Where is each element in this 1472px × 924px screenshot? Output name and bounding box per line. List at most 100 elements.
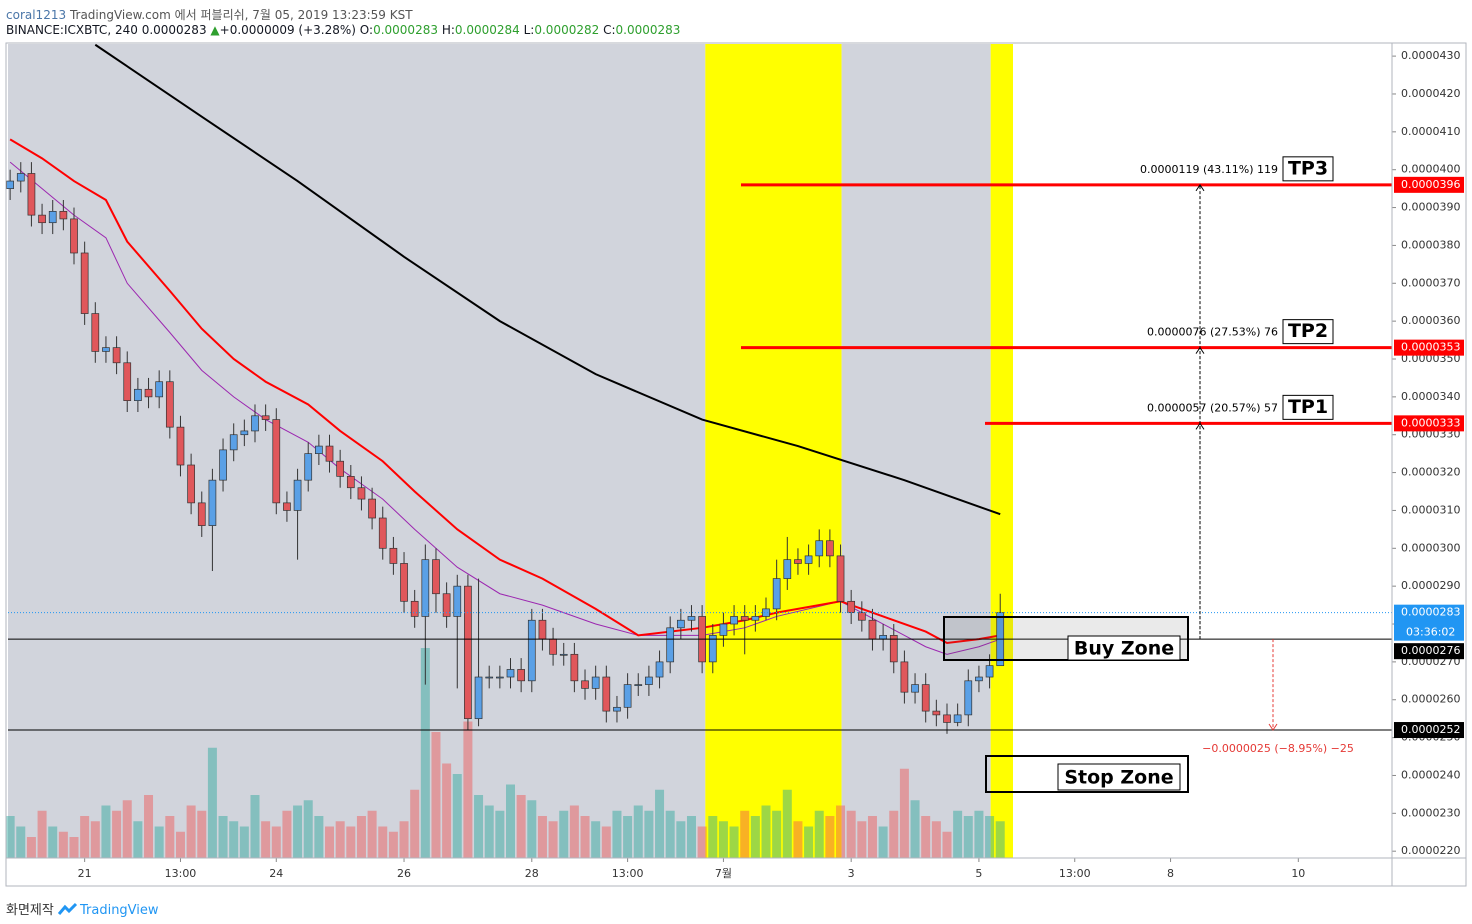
volume-bar [910, 800, 920, 858]
candle-body [485, 676, 494, 679]
candle-body [123, 362, 132, 401]
change: +0.0000009 (+3.28%) [219, 23, 356, 37]
volume-bar [974, 810, 984, 858]
volume-bar [250, 795, 260, 858]
volume-bar [101, 805, 111, 858]
measure-text: 0.0000076 (27.53%) 76 [1147, 326, 1278, 339]
stop-zone-box [985, 755, 1189, 793]
volume-bar [942, 831, 952, 858]
candle-body [27, 173, 36, 216]
volume-bar [516, 795, 526, 858]
candle-body [251, 415, 259, 432]
volume-bar [388, 831, 398, 858]
x-tick-label: 26 [397, 867, 411, 880]
candle-body [676, 619, 685, 629]
up-icon: ▲ [210, 23, 220, 37]
candle-body [368, 498, 376, 519]
candle-body [240, 430, 249, 436]
x-tick-label: 13:00 [612, 867, 644, 880]
candle-body [549, 638, 557, 655]
candle-body [666, 627, 675, 663]
volume-bar [58, 831, 68, 858]
candle-body [687, 616, 696, 621]
volume-bar [463, 721, 473, 858]
candle-body [155, 381, 164, 398]
candle-body [921, 684, 930, 712]
highlight-band [990, 44, 1013, 858]
candle-body [751, 616, 760, 621]
ohlc-label: C: [603, 23, 616, 37]
volume-bar [857, 821, 867, 858]
volume-bar [133, 821, 143, 858]
volume-bar [750, 816, 760, 858]
candle-body [879, 635, 887, 640]
volume-bar [122, 800, 132, 858]
volume-bar [303, 800, 313, 858]
zone-label: Buy Zone [1074, 638, 1174, 660]
arrow-head [1195, 422, 1205, 430]
candle-body [708, 635, 717, 663]
volume-bar [644, 810, 654, 858]
zone-label-bg [1057, 763, 1181, 791]
measure-text: −0.0000025 (−8.95%) −25 [1202, 742, 1354, 755]
ohlc-value: 0.0000282 [534, 23, 600, 37]
publisher: coral1213 [6, 8, 67, 22]
volume-bar [175, 831, 185, 858]
volume-bar [90, 821, 100, 858]
ohlc-label: O: [359, 23, 374, 37]
volume-bar [37, 810, 47, 858]
volume-bar [48, 826, 58, 858]
candle-body [400, 563, 408, 602]
candle-body [581, 680, 589, 689]
candle-body [6, 180, 14, 189]
y-tick-label: 0.0000420 [1401, 87, 1461, 100]
candle-body [346, 476, 355, 489]
candle-body [38, 214, 46, 224]
volume-bar [569, 805, 579, 858]
ohlc-value: 0.0000283 [373, 23, 438, 37]
price-label-bg [1394, 722, 1464, 739]
volume-bar [559, 810, 569, 858]
volume-bar [239, 826, 249, 858]
price-label-bg [1394, 176, 1464, 193]
zone-label: Stop Zone [1064, 767, 1173, 789]
candle-body [613, 706, 621, 712]
y-tick-label: 0.0000390 [1401, 201, 1461, 214]
arrow-head [1195, 183, 1205, 192]
volume-bar [335, 821, 345, 858]
candle-body [911, 684, 919, 693]
tag: TP3 [1288, 157, 1328, 179]
volume-bar [197, 810, 207, 858]
volume-bar [686, 816, 696, 858]
price-label-bg [1394, 339, 1464, 356]
volume-bar [410, 789, 420, 858]
candle-body [932, 710, 941, 716]
volume-bar [995, 821, 1005, 858]
volume-bar [580, 816, 590, 858]
volume-bar [963, 816, 973, 858]
x-tick-label: 3 [848, 867, 855, 880]
candle-body [517, 669, 525, 682]
tag-bg [1282, 394, 1334, 420]
candle-body [91, 313, 100, 352]
volume-bar [867, 816, 877, 858]
volume-bar [367, 810, 377, 858]
y-tick-label: 0.0000290 [1401, 579, 1461, 592]
last-price: 0.0000283 [141, 23, 207, 37]
volume-bar [985, 816, 995, 858]
candle-body [772, 578, 781, 610]
highlight-band [705, 44, 842, 858]
candle-body [315, 445, 323, 455]
brand: TradingView [79, 903, 159, 918]
x-tick-label: 7월 [715, 867, 732, 880]
candle-body [102, 347, 110, 352]
candle-body [293, 479, 302, 511]
moving-average [9, 161, 1001, 655]
volume-bar [293, 805, 303, 858]
candle-body [48, 210, 57, 224]
volume-bar [165, 816, 175, 858]
ohlc-value: 0.0000284 [454, 23, 520, 37]
x-tick-label: 8 [1167, 867, 1174, 880]
x-tick-label: 21 [78, 867, 92, 880]
